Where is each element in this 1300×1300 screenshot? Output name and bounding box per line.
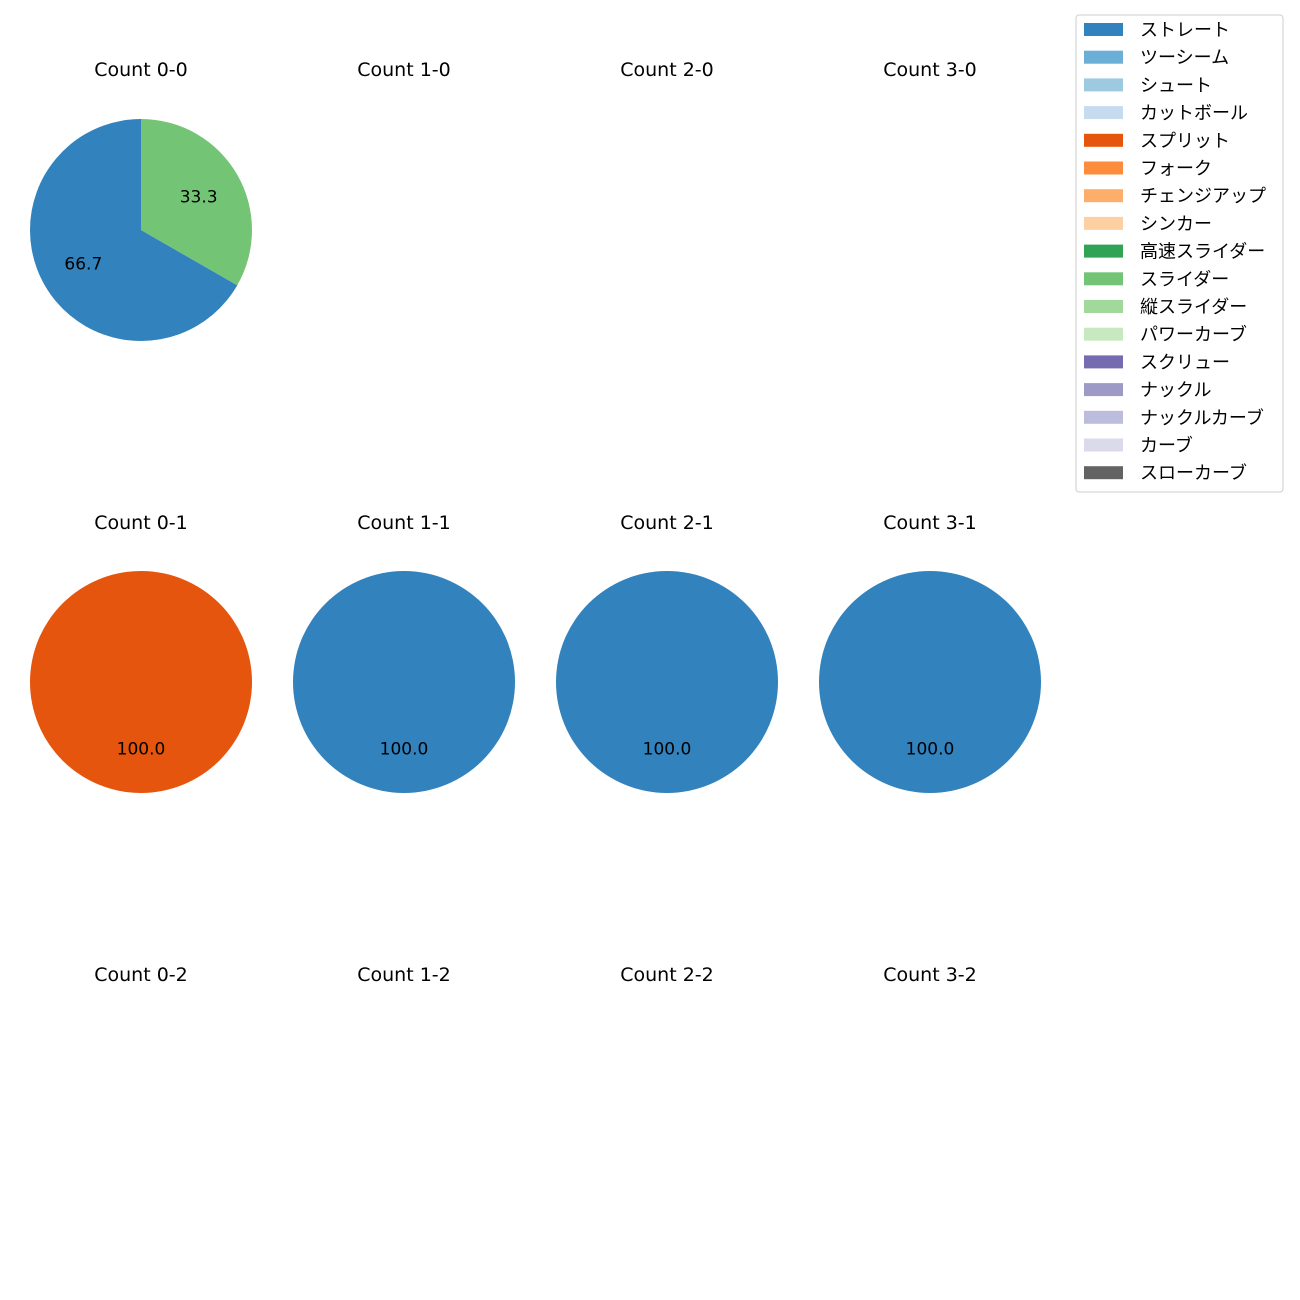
pie-panel: Count 1-1 100.0 <box>293 512 515 793</box>
pie-slice <box>293 571 515 793</box>
legend-swatch <box>1084 383 1123 397</box>
legend-label: カットボール <box>1140 103 1248 124</box>
subplot-title: Count 0-1 <box>94 512 188 534</box>
pie-panels: Count 0-0 66.7 33.3 Count 1-0 Count 2-0 Count… <box>29 59 1041 986</box>
legend-swatch <box>1084 216 1123 230</box>
legend-item: 縦スライダー <box>1084 297 1247 318</box>
subplot-title: Count 3-0 <box>883 59 977 81</box>
legend-item: スプリット <box>1084 131 1230 152</box>
subplot-title: Count 1-0 <box>357 59 451 81</box>
legend-swatch <box>1084 133 1123 147</box>
subplot-title: Count 3-2 <box>883 964 977 986</box>
pie-panel: Count 2-2 <box>620 964 714 986</box>
subplot-title: Count 1-1 <box>357 512 451 534</box>
pie-panel: Count 1-2 <box>357 964 451 986</box>
subplot-title: Count 2-1 <box>620 512 714 534</box>
legend: ストレートツーシームシュートカットボールスプリットフォークチェンジアップシンカー… <box>1075 14 1284 493</box>
pie-slice <box>30 571 252 793</box>
slice-percent-label: 100.0 <box>380 740 429 760</box>
slice-percent-label: 33.3 <box>180 188 218 208</box>
legend-label: ナックル <box>1140 380 1211 401</box>
legend-item: スクリュー <box>1084 352 1230 373</box>
legend-swatch <box>1084 355 1123 369</box>
legend-label: パワーカーブ <box>1140 324 1247 346</box>
legend-item: チェンジアップ <box>1084 186 1266 207</box>
legend-label: 縦スライダー <box>1140 297 1247 318</box>
pie-slice <box>556 571 778 793</box>
legend-item: シュート <box>1084 75 1212 96</box>
pie-panel: Count 0-1 100.0 <box>30 512 252 793</box>
legend-item: ナックルカーブ <box>1084 407 1264 429</box>
legend-swatch <box>1084 50 1123 64</box>
subplot-title: Count 0-0 <box>94 59 188 81</box>
pie-slice <box>819 571 1041 793</box>
slice-percent-label: 100.0 <box>906 740 955 760</box>
subplot-title: Count 3-1 <box>883 512 977 534</box>
legend-swatch <box>1084 161 1123 175</box>
legend-swatch <box>1084 23 1123 36</box>
legend-item: 高速スライダー <box>1084 242 1265 263</box>
legend-item: パワーカーブ <box>1084 324 1247 346</box>
legend-swatch <box>1084 106 1123 120</box>
subplot-title: Count 2-0 <box>620 59 714 81</box>
pie-panel: Count 0-2 <box>94 964 188 986</box>
subplot-title: Count 2-2 <box>620 964 714 986</box>
legend-swatch <box>1084 327 1123 341</box>
legend-label: ナックルカーブ <box>1140 407 1264 429</box>
legend-swatch <box>1084 438 1123 452</box>
legend-label: ツーシーム <box>1140 48 1229 69</box>
pie-panel: Count 0-0 66.7 33.3 <box>29 59 252 341</box>
pie-panel: Count 2-0 <box>620 59 714 81</box>
legend-label: 高速スライダー <box>1140 242 1265 263</box>
legend-label: スローカーブ <box>1140 462 1247 484</box>
legend-label: スクリュー <box>1140 352 1230 373</box>
slice-percent-label: 100.0 <box>643 740 692 760</box>
legend-item: カットボール <box>1084 103 1248 124</box>
slice-percent-label: 100.0 <box>117 740 166 760</box>
legend-label: スプリット <box>1140 131 1230 152</box>
legend-label: スライダー <box>1140 269 1229 290</box>
legend-swatch <box>1084 272 1123 286</box>
legend-swatch <box>1084 244 1123 258</box>
legend-item: シンカー <box>1084 214 1212 235</box>
legend-item: スローカーブ <box>1084 462 1247 484</box>
legend-swatch <box>1084 466 1123 480</box>
slice-percent-label: 66.7 <box>64 254 102 274</box>
legend-frame <box>1075 14 1284 493</box>
legend-item: フォーク <box>1084 159 1212 180</box>
legend-swatch <box>1084 78 1123 92</box>
legend-swatch <box>1084 300 1123 313</box>
legend-label: チェンジアップ <box>1140 186 1266 207</box>
subplot-title: Count 0-2 <box>94 964 188 986</box>
legend-label: ストレート <box>1140 20 1230 41</box>
pie-panel: Count 2-1 100.0 <box>556 512 778 793</box>
legend-label: カーブ <box>1140 435 1193 457</box>
legend-item: カーブ <box>1084 435 1193 457</box>
legend-item: ツーシーム <box>1084 48 1229 69</box>
legend-swatch <box>1084 189 1123 203</box>
pie-panel: Count 1-0 <box>357 59 451 81</box>
pie-panel: Count 3-2 <box>883 964 977 986</box>
legend-item: ナックル <box>1084 380 1211 401</box>
subplot-title: Count 1-2 <box>357 964 451 986</box>
legend-swatch <box>1084 410 1123 424</box>
pie-slice <box>29 119 238 341</box>
legend-label: シンカー <box>1140 214 1212 235</box>
legend-label: フォーク <box>1140 159 1212 180</box>
pie-panel: Count 3-0 <box>883 59 977 81</box>
legend-item: スライダー <box>1084 269 1229 290</box>
pie-slice <box>141 119 252 286</box>
pie-panel: Count 3-1 100.0 <box>819 512 1041 793</box>
legend-item: ストレート <box>1084 20 1230 41</box>
legend-label: シュート <box>1140 75 1212 96</box>
